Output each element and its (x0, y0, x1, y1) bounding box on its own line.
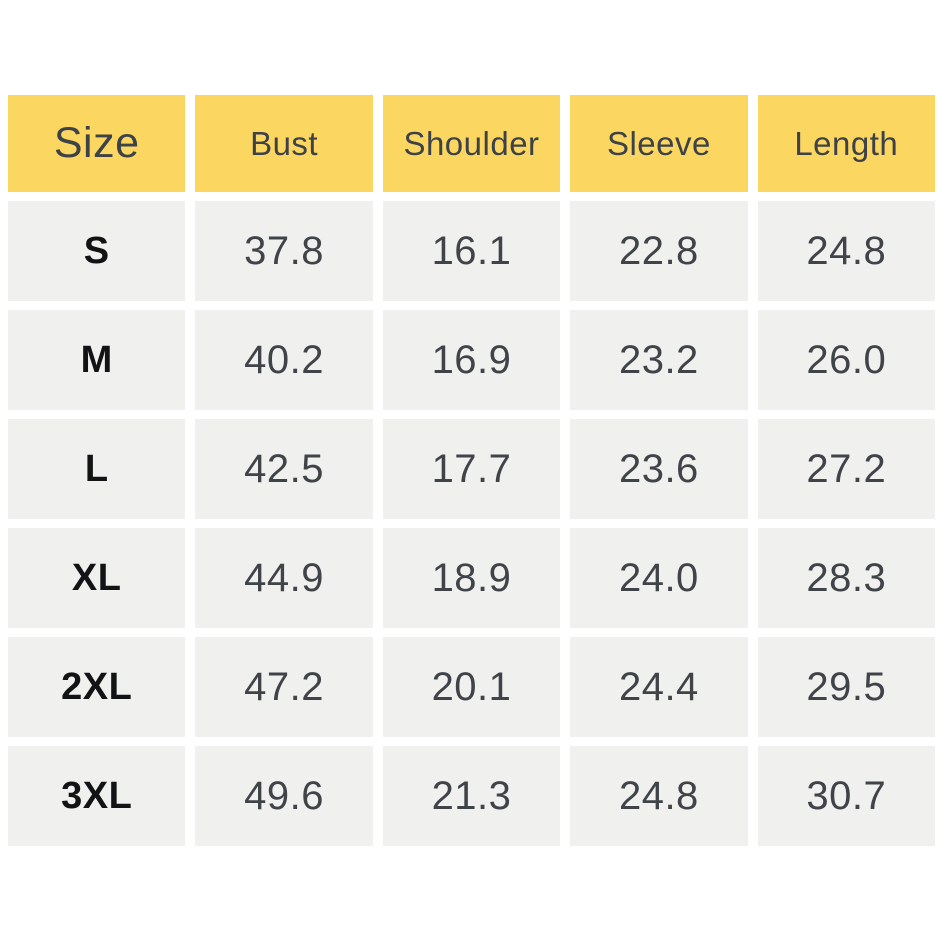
column-header-length: Length (757, 95, 935, 192)
cell-m-length: 26.0 (757, 310, 935, 410)
column-header-size: Size (8, 95, 186, 192)
size-label-2xl: 2XL (8, 637, 186, 737)
column-header-bust: Bust (195, 95, 373, 192)
cell-l-bust: 42.5 (195, 419, 373, 519)
cell-2xl-bust: 47.2 (195, 637, 373, 737)
cell-s-length: 24.8 (757, 201, 935, 301)
size-label-xl: XL (8, 528, 186, 628)
column-header-shoulder: Shoulder (382, 95, 561, 192)
cell-3xl-length: 30.7 (757, 746, 935, 846)
cell-3xl-sleeve: 24.8 (570, 746, 748, 846)
cell-l-sleeve: 23.6 (570, 419, 748, 519)
cell-xl-sleeve: 24.0 (570, 528, 748, 628)
cell-2xl-length: 29.5 (757, 637, 935, 737)
cell-3xl-bust: 49.6 (195, 746, 373, 846)
cell-s-bust: 37.8 (195, 201, 373, 301)
column-header-sleeve: Sleeve (570, 95, 748, 192)
cell-xl-shoulder: 18.9 (382, 528, 561, 628)
cell-l-length: 27.2 (757, 419, 935, 519)
size-label-m: M (8, 310, 186, 410)
cell-xl-length: 28.3 (757, 528, 935, 628)
size-label-l: L (8, 419, 186, 519)
cell-s-sleeve: 22.8 (570, 201, 748, 301)
cell-m-shoulder: 16.9 (382, 310, 561, 410)
size-chart-table: Size Bust Shoulder Sleeve Length S 37.8 … (8, 95, 935, 846)
cell-l-shoulder: 17.7 (382, 419, 561, 519)
cell-s-shoulder: 16.1 (382, 201, 561, 301)
cell-3xl-shoulder: 21.3 (382, 746, 561, 846)
cell-m-bust: 40.2 (195, 310, 373, 410)
cell-2xl-shoulder: 20.1 (382, 637, 561, 737)
cell-xl-bust: 44.9 (195, 528, 373, 628)
cell-2xl-sleeve: 24.4 (570, 637, 748, 737)
cell-m-sleeve: 23.2 (570, 310, 748, 410)
size-label-s: S (8, 201, 186, 301)
size-label-3xl: 3XL (8, 746, 186, 846)
